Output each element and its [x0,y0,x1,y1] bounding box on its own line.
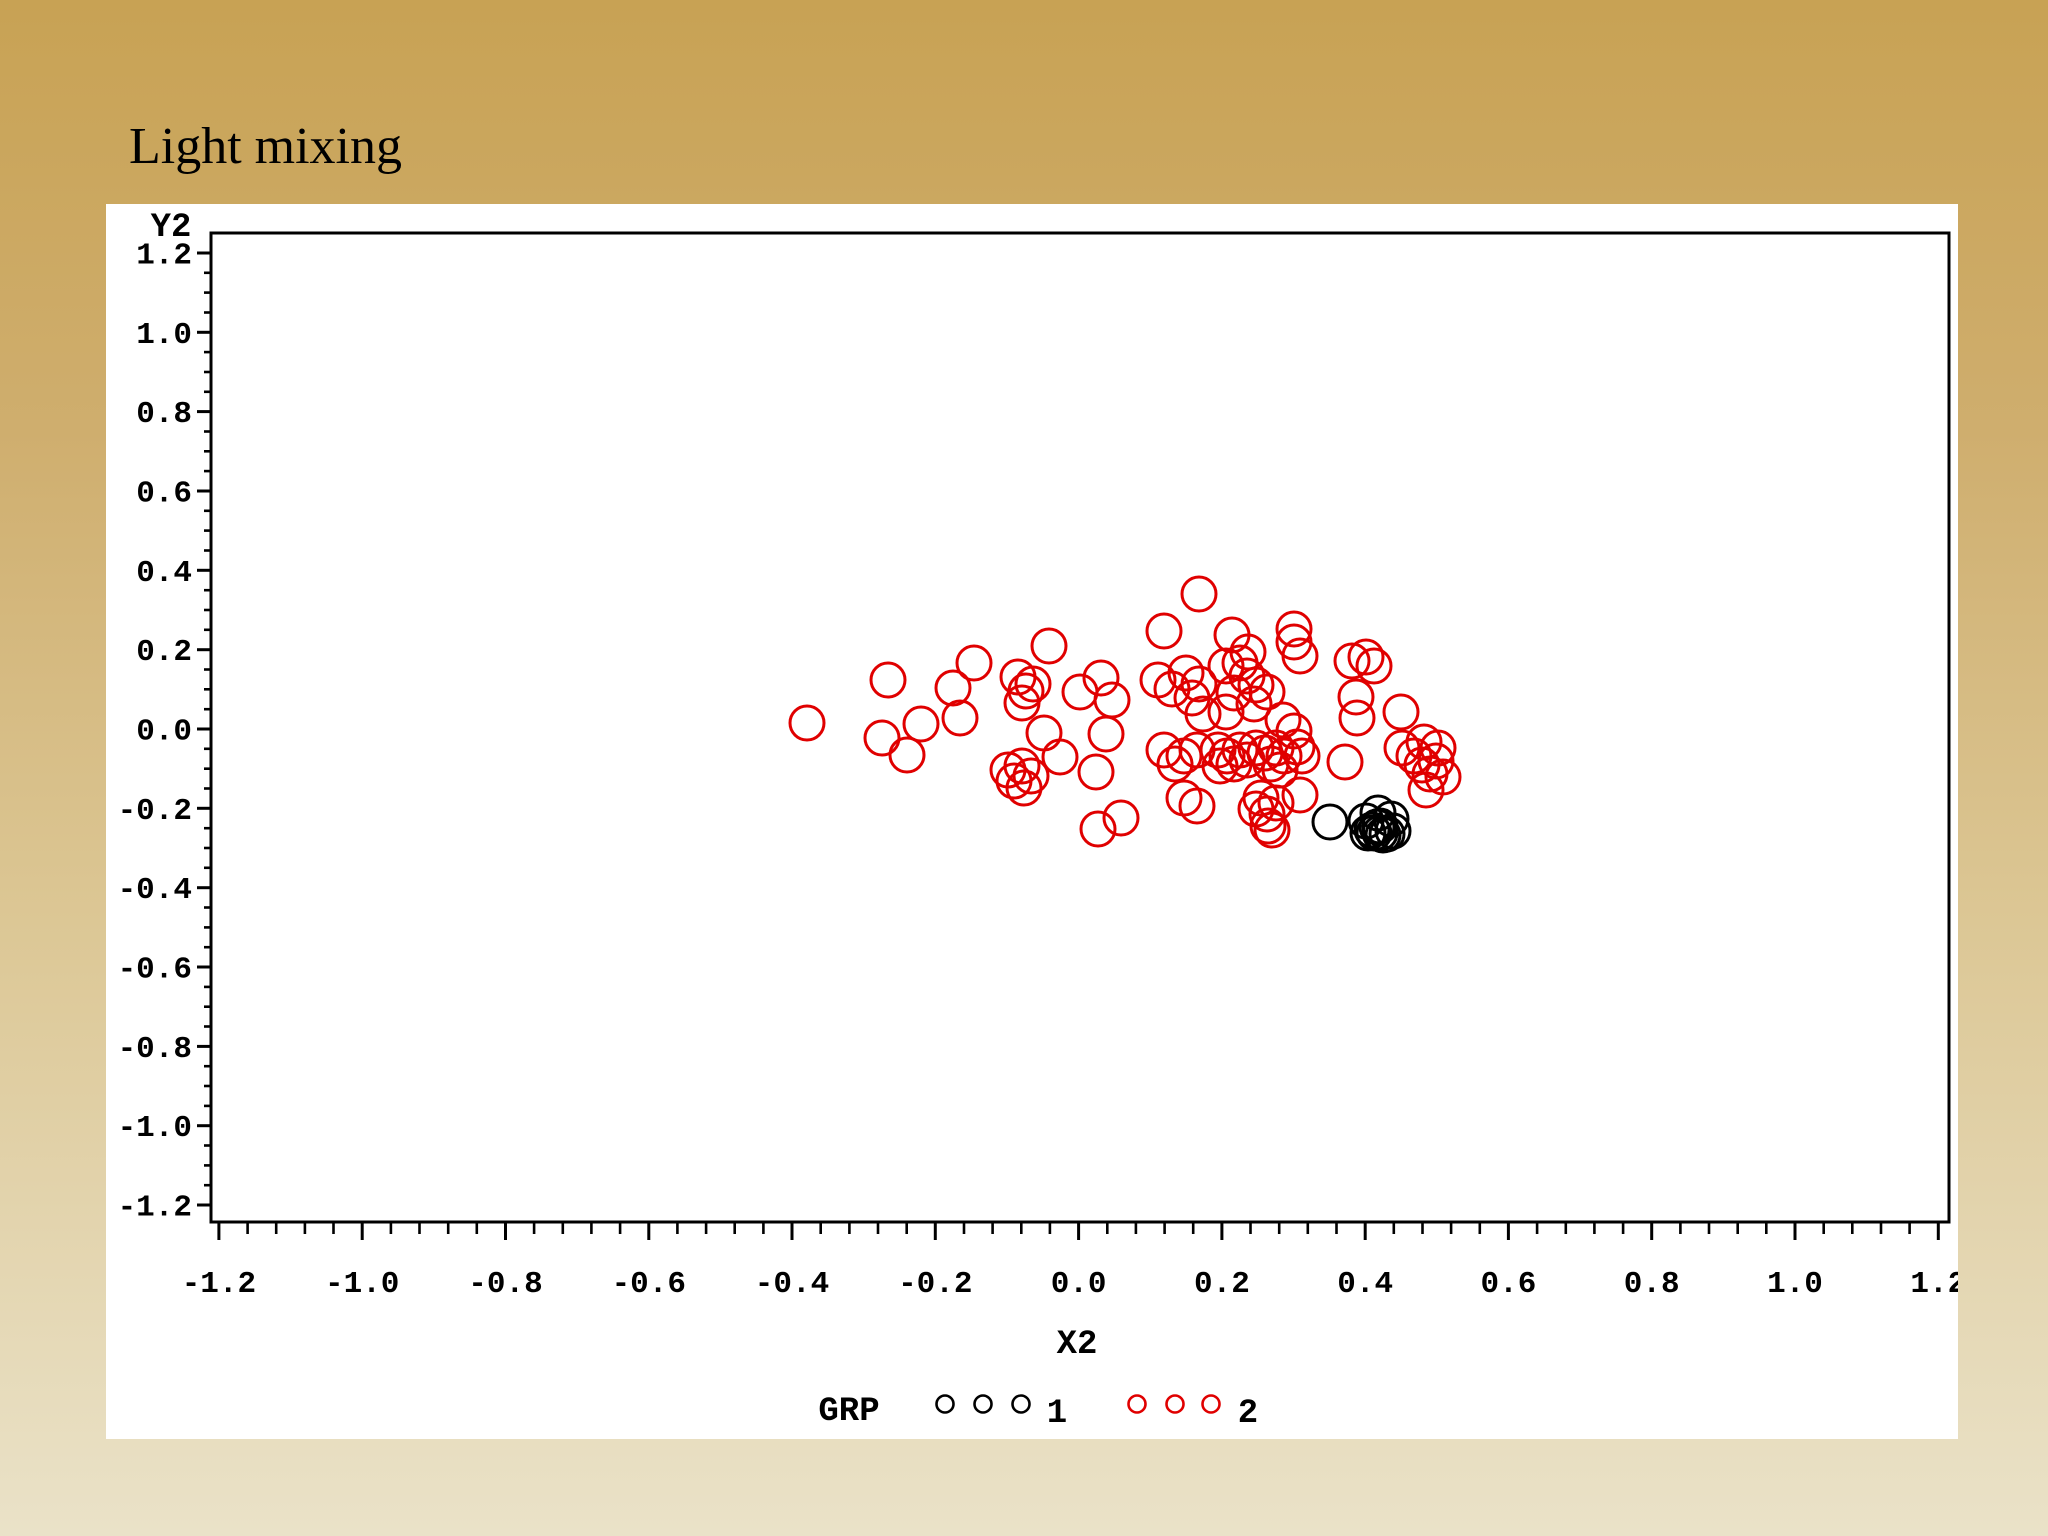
svg-text:1.2: 1.2 [136,239,192,274]
svg-text:-0.4: -0.4 [118,873,192,908]
svg-text:0.8: 0.8 [136,397,192,432]
svg-text:-0.2: -0.2 [118,794,192,829]
svg-text:-0.6: -0.6 [612,1267,686,1302]
svg-text:1.0: 1.0 [1767,1267,1823,1302]
svg-text:-0.2: -0.2 [898,1267,972,1302]
svg-text:-0.4: -0.4 [755,1267,829,1302]
svg-text:X2: X2 [1057,1326,1098,1364]
svg-text:1.2: 1.2 [1910,1267,1966,1302]
svg-text:-0.6: -0.6 [118,953,192,988]
svg-text:-1.0: -1.0 [325,1267,399,1302]
svg-text:0.8: 0.8 [1624,1267,1680,1302]
svg-text:0.6: 0.6 [136,477,192,512]
svg-text:1.0: 1.0 [136,318,192,353]
svg-text:0.2: 0.2 [1194,1267,1250,1302]
svg-text:-1.2: -1.2 [182,1267,256,1302]
svg-text:0.0: 0.0 [1051,1267,1107,1302]
svg-text:0.0: 0.0 [136,715,192,750]
svg-text:-0.8: -0.8 [118,1032,192,1067]
svg-text:-1.0: -1.0 [118,1111,192,1146]
svg-text:0.4: 0.4 [136,556,192,591]
svg-text:GRP: GRP [818,1393,879,1431]
svg-text:0.6: 0.6 [1480,1267,1536,1302]
svg-text:0.4: 0.4 [1337,1267,1393,1302]
svg-text:2: 2 [1238,1395,1258,1433]
svg-text:Y2: Y2 [151,209,192,247]
svg-text:-0.8: -0.8 [468,1267,542,1302]
svg-text:1: 1 [1047,1395,1067,1433]
svg-text:0.2: 0.2 [136,635,192,670]
svg-text:-1.2: -1.2 [118,1191,192,1226]
